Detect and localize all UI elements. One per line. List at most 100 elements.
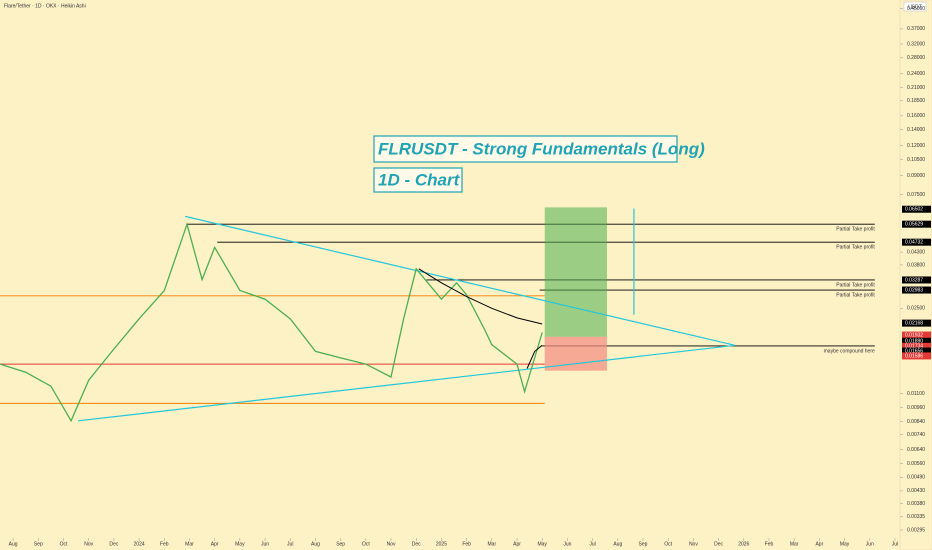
- currency-box: [903, 1, 927, 12]
- x-tick-label: Sep: [34, 541, 43, 547]
- x-tick-label: May: [840, 541, 850, 547]
- level-label: Partial Take profit: [836, 292, 875, 298]
- price-tag-label: 0.01932: [905, 332, 923, 338]
- y-tick-label: 0.37000: [907, 26, 925, 32]
- trendline: [185, 215, 736, 346]
- price-tag: [902, 238, 931, 246]
- x-tick-label: Apr: [211, 541, 219, 547]
- y-tick-label: 0.32000: [907, 41, 925, 47]
- x-tick-label: Dec: [412, 541, 421, 547]
- annotation: FLRUSDT - Strong Fundamentals (Long): [378, 139, 705, 158]
- y-tick-label: 0.02500: [907, 306, 925, 312]
- level-label: Partial Take profit: [836, 245, 875, 251]
- y-tick-label: 0.00560: [907, 461, 925, 467]
- price-tag: [902, 286, 931, 294]
- price-tag-label: 0.01734: [905, 344, 923, 350]
- y-tick-label: 0.00380: [907, 501, 925, 507]
- x-tick-label: Dec: [109, 541, 118, 547]
- price-tag: [902, 347, 931, 355]
- price-tag: [902, 220, 931, 228]
- x-tick-label: Jun: [261, 541, 269, 547]
- y-tick-label: 0.12000: [907, 143, 925, 149]
- x-tick-label: Nov: [689, 541, 698, 547]
- y-tick-label: 0.00490: [907, 475, 925, 481]
- x-tick-label: Oct: [362, 541, 370, 547]
- y-tick-label: 0.00640: [907, 447, 925, 453]
- level-label: Partial Take profit: [836, 282, 875, 288]
- y-tick-label: 0.00430: [907, 488, 925, 494]
- x-tick-label: Feb: [765, 541, 774, 547]
- price-tag: [902, 331, 931, 339]
- x-tick-label: Feb: [160, 541, 169, 547]
- y-tick-label: 0.00295: [907, 527, 925, 533]
- x-tick-label: Feb: [462, 541, 471, 547]
- price-tag-label: 0.02983: [905, 287, 923, 293]
- x-tick-label: Oct: [60, 541, 68, 547]
- price-tag-label: 0.02168: [905, 320, 923, 326]
- price-axis: [899, 0, 932, 550]
- x-tick-label: Apr: [513, 541, 521, 547]
- indicator-line: [418, 268, 543, 325]
- x-tick-label: Apr: [815, 541, 823, 547]
- level-label: maybe compound here: [824, 348, 875, 354]
- price-tag: [902, 337, 931, 345]
- level-label: Partial Take profit: [836, 227, 875, 233]
- annotation-box: [373, 167, 463, 193]
- x-tick-label: Aug: [311, 541, 320, 547]
- profit-zone: [544, 207, 607, 337]
- x-tick-label: May: [235, 541, 245, 547]
- x-tick-label: Jul: [287, 541, 293, 547]
- x-tick-label: 2026: [738, 541, 749, 547]
- price-tag-label: 0.03287: [905, 277, 923, 283]
- indicator-line: [526, 344, 543, 369]
- x-tick-label: 2025: [436, 541, 447, 547]
- x-tick-label: Oct: [664, 541, 672, 547]
- y-tick-label: 0.09000: [907, 173, 925, 179]
- symbol-header: Flare/Tether · 1D · OKX · Heikin Ashi: [4, 3, 86, 9]
- y-tick-label: 0.03800: [907, 262, 925, 268]
- x-tick-label: Aug: [9, 541, 18, 547]
- price-tag-label: 0.06502: [905, 207, 923, 213]
- y-tick-label: 0.18500: [907, 98, 925, 104]
- x-tick-label: Nov: [387, 541, 396, 547]
- x-tick-label: May: [537, 541, 547, 547]
- y-tick-label: 0.10500: [907, 157, 925, 163]
- x-tick-label: Aug: [613, 541, 622, 547]
- currency: USDT: [908, 4, 922, 10]
- x-tick-label: Mar: [790, 541, 799, 547]
- x-tick-label: 2024: [134, 541, 145, 547]
- x-tick-label: Sep: [336, 541, 345, 547]
- y-tick-label: 0.04300: [907, 249, 925, 255]
- y-tick-label: 0.14000: [907, 127, 925, 133]
- y-tick-label: 0.00740: [907, 432, 925, 438]
- loss-zone: [544, 336, 607, 371]
- y-tick-label: 0.00335: [907, 514, 925, 520]
- price-tag: [902, 276, 931, 284]
- price-tag: [902, 352, 931, 360]
- price-tag-label: 0.05629: [905, 222, 923, 228]
- y-tick-label: 0.28000: [907, 55, 925, 61]
- price-tag: [902, 319, 931, 327]
- x-tick-label: Jun: [563, 541, 571, 547]
- x-tick-label: Sep: [639, 541, 648, 547]
- x-tick-label: Jun: [866, 541, 874, 547]
- y-tick-label: 0.07500: [907, 192, 925, 198]
- y-tick-label: 0.01100: [907, 391, 925, 397]
- x-tick-label: Mar: [185, 541, 194, 547]
- price-tag-label: 0.04732: [905, 240, 923, 246]
- y-tick-label: 0.24000: [907, 71, 925, 77]
- y-tick-label: 0.21000: [907, 85, 925, 91]
- trendline: [78, 344, 736, 422]
- y-tick-label: 0.16000: [907, 113, 925, 119]
- x-tick-label: Jul: [589, 541, 595, 547]
- x-tick-label: Mar: [488, 541, 497, 547]
- y-tick-label: 0.45000: [907, 6, 925, 12]
- price-tag-label: 0.01656: [905, 348, 923, 354]
- x-tick-label: Jul: [892, 541, 898, 547]
- price-tag: [902, 342, 931, 350]
- x-tick-label: Dec: [714, 541, 723, 547]
- price-line: [0, 222, 543, 423]
- y-tick-label: 0.00960: [907, 405, 925, 411]
